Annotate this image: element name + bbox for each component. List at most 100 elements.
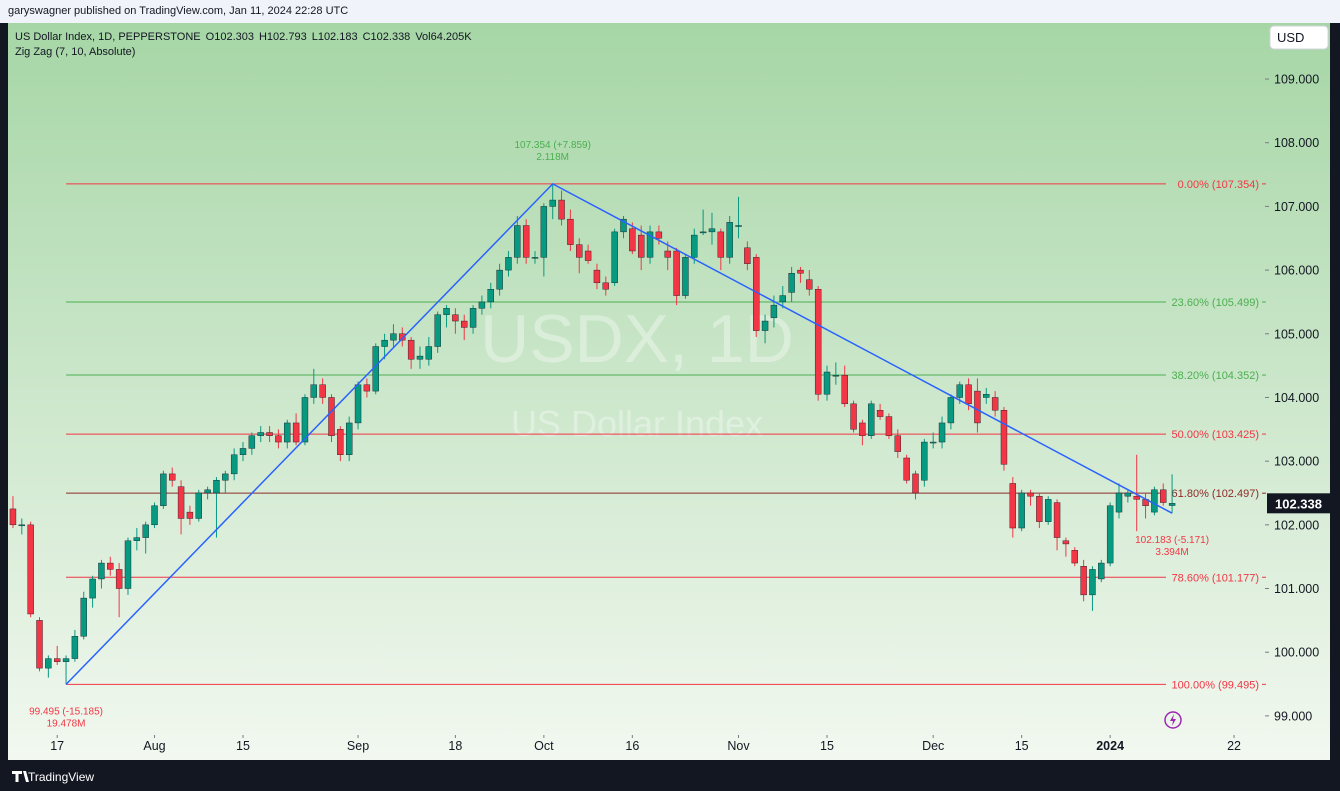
candle-body xyxy=(549,199,556,207)
candle-body xyxy=(1009,483,1017,529)
x-tick-label: 18 xyxy=(448,739,462,753)
zigzag-volume: 19.478M xyxy=(47,718,86,729)
candle-body xyxy=(354,384,362,424)
candle-body xyxy=(673,250,680,296)
zigzag-volume: 2.118M xyxy=(536,152,569,163)
candle-body xyxy=(1124,492,1132,497)
candle-body xyxy=(1053,502,1061,538)
logo[interactable]: TradingView xyxy=(28,770,94,784)
candle-body xyxy=(620,218,627,233)
x-tick-label: 15 xyxy=(1015,739,1029,753)
candle-body xyxy=(248,435,256,449)
candle-body xyxy=(761,320,769,331)
candle-body xyxy=(593,269,601,284)
candle-body xyxy=(726,222,733,258)
ohlc-close: C102.338 xyxy=(362,31,411,43)
candle-body xyxy=(567,218,574,245)
candle-body xyxy=(1098,562,1105,580)
candle-body xyxy=(947,397,955,424)
y-tick-label: 101.000 xyxy=(1274,582,1319,596)
candle-body xyxy=(292,422,300,443)
candle-body xyxy=(708,228,716,233)
x-tick-label: 17 xyxy=(50,739,64,753)
candle-body xyxy=(894,435,901,452)
candle-body xyxy=(629,228,636,252)
volume: Vol64.205K xyxy=(415,31,472,43)
zigzag-label: 107.354 (+7.859) xyxy=(514,140,590,151)
candle-body xyxy=(1071,550,1078,564)
y-tick-label: 109.000 xyxy=(1274,73,1319,87)
candle-body xyxy=(98,562,105,580)
candle-body xyxy=(956,384,963,398)
candle-body xyxy=(584,250,592,261)
candle-body xyxy=(531,257,539,259)
alert-bolt xyxy=(1170,714,1176,726)
candle-body xyxy=(345,422,353,455)
candle-body xyxy=(576,244,583,258)
candle-body xyxy=(885,416,893,436)
candle-body xyxy=(938,422,946,443)
published: garyswagner published on TradingView.com… xyxy=(8,5,349,17)
candle-body xyxy=(991,397,999,411)
candle-body xyxy=(664,250,671,258)
candle-body xyxy=(328,397,335,436)
x-tick-label: Aug xyxy=(143,739,165,753)
candle-body xyxy=(974,390,981,424)
candle-body xyxy=(222,473,229,481)
candle-body xyxy=(213,480,220,494)
candle-body xyxy=(18,524,26,527)
fib-label: 0.00% (107.354) xyxy=(1178,179,1259,191)
candle-body xyxy=(965,384,972,405)
candle-body xyxy=(814,289,822,395)
last-price-label: 102.338 xyxy=(1275,496,1322,511)
candle-body xyxy=(1168,503,1176,506)
candle-body xyxy=(434,314,441,347)
candle-body xyxy=(284,422,291,443)
fib-label: 61.80% (102.497) xyxy=(1172,488,1259,500)
candle-body xyxy=(823,371,831,395)
candle-body xyxy=(699,231,707,234)
currency[interactable]: USD xyxy=(1277,30,1304,45)
candle-body xyxy=(363,384,371,392)
candle-body xyxy=(487,289,494,303)
x-tick-label: Sep xyxy=(347,739,369,753)
watermark: USDX, 1D xyxy=(480,301,794,377)
candle-body xyxy=(107,562,114,570)
candle-body xyxy=(36,620,43,669)
candle-body xyxy=(53,658,61,662)
candle-body xyxy=(832,374,840,377)
candle-body xyxy=(425,346,433,360)
y-tick-label: 100.000 xyxy=(1274,646,1319,660)
candle-body xyxy=(841,374,848,405)
candle-body xyxy=(611,231,618,284)
ohlc-high: H102.793 xyxy=(258,31,307,43)
alert-icon[interactable] xyxy=(1164,711,1182,729)
candle-body xyxy=(319,384,326,398)
candle-body xyxy=(1045,499,1052,522)
candle-body xyxy=(275,435,282,443)
candle-body xyxy=(337,429,344,455)
fib-label: 100.00% (99.495) xyxy=(1172,679,1259,691)
x-tick-label: Oct xyxy=(534,739,554,753)
candle-body xyxy=(1115,492,1123,513)
candle-body xyxy=(89,578,96,599)
candle-body xyxy=(452,314,459,322)
candle-body xyxy=(407,339,415,360)
candle-body xyxy=(27,524,34,615)
candle-body xyxy=(1106,505,1114,564)
x-tick-label: Dec xyxy=(922,739,944,753)
candle-body xyxy=(717,231,725,258)
candle-body xyxy=(1151,489,1158,513)
ohlc-open: O102.303 xyxy=(205,31,254,43)
candle-body xyxy=(779,295,786,303)
currency-button[interactable] xyxy=(1269,25,1329,50)
candle-body xyxy=(133,537,141,541)
y-tick-label: 106.000 xyxy=(1274,264,1319,278)
candle-body xyxy=(921,441,928,481)
candle-body xyxy=(806,279,813,290)
candle-body xyxy=(390,333,397,341)
fib-label: 50.00% (103.425) xyxy=(1172,429,1259,441)
y-tick-label: 105.000 xyxy=(1274,327,1319,341)
candle-body xyxy=(655,231,663,239)
fib-label: 23.60% (105.499) xyxy=(1172,297,1259,309)
